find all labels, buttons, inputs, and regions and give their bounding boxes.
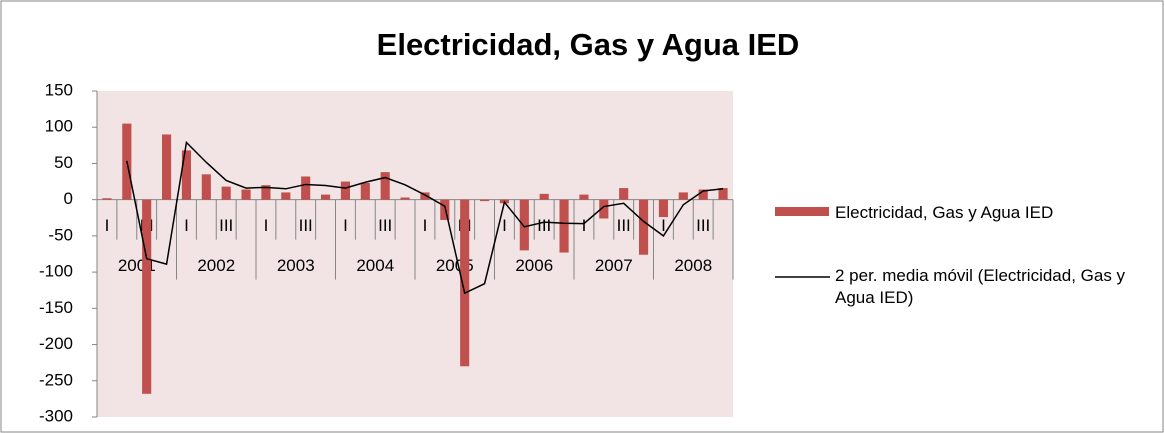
y-tick-label: 150	[45, 80, 73, 99]
bar	[380, 172, 390, 200]
bar	[360, 183, 370, 200]
x-tick-label: III	[299, 216, 313, 235]
x-tick-label: I	[502, 216, 507, 235]
bar	[241, 189, 251, 200]
y-tick-label: -100	[39, 262, 73, 281]
bar	[261, 185, 271, 200]
legend-label: 2 per. media móvil (Electricidad, Gas y …	[835, 266, 1126, 307]
x-group-label: 2003	[277, 256, 315, 275]
bar	[638, 199, 649, 255]
bar	[460, 199, 470, 367]
y-tick-label: -150	[39, 298, 73, 317]
x-group-label: 2008	[674, 256, 712, 275]
bar	[201, 174, 211, 200]
bar	[161, 134, 172, 200]
chart-title: Electricidad, Gas y Agua IED	[377, 27, 800, 62]
y-tick-label: 50	[54, 153, 73, 172]
moving-average-line	[126, 140, 724, 295]
bar	[221, 186, 231, 200]
bar	[340, 181, 351, 200]
bar	[440, 199, 450, 220]
x-group-label: 2007	[595, 256, 633, 275]
bar	[539, 193, 549, 200]
bar	[400, 197, 410, 200]
legend-key	[775, 207, 829, 216]
bar	[420, 192, 430, 200]
bar	[718, 188, 728, 200]
y-tick-label: 0	[64, 189, 73, 208]
bar	[658, 199, 669, 218]
bar	[181, 150, 192, 200]
x-tick-label: III	[219, 216, 233, 235]
x-group-label: 2004	[356, 256, 394, 275]
y-tick-label: 100	[45, 117, 73, 136]
x-tick-label: I	[264, 216, 269, 235]
y-tick-label: -300	[39, 406, 73, 425]
bar	[559, 199, 569, 253]
legend-label: Electricidad, Gas y Agua IED	[835, 203, 1054, 222]
bar	[281, 192, 291, 200]
x-tick-label: III	[537, 216, 551, 235]
bar	[142, 199, 152, 394]
x-tick-label: III	[378, 216, 392, 235]
y-tick-label: -200	[39, 334, 73, 353]
x-tick-label: I	[343, 216, 348, 235]
bar	[619, 188, 629, 200]
x-group-label: 2006	[515, 256, 553, 275]
bar	[599, 199, 609, 219]
x-tick-label: I	[105, 216, 110, 235]
bar	[678, 192, 688, 200]
bar	[579, 194, 589, 200]
x-tick-label: I	[423, 216, 428, 235]
x-tick-label: III	[696, 216, 710, 235]
bar	[519, 199, 529, 251]
bar	[698, 189, 708, 200]
bar	[479, 199, 490, 202]
x-tick-label: I	[184, 216, 189, 235]
x-tick-label: III	[617, 216, 631, 235]
x-group-label: 2002	[197, 256, 235, 275]
x-tick-label: I	[661, 216, 666, 235]
bar	[301, 176, 311, 200]
y-tick-label: -250	[39, 370, 73, 389]
bar	[320, 194, 331, 200]
bar	[102, 198, 112, 200]
x-tick-label: I	[582, 216, 587, 235]
y-tick-label: -50	[48, 225, 73, 244]
